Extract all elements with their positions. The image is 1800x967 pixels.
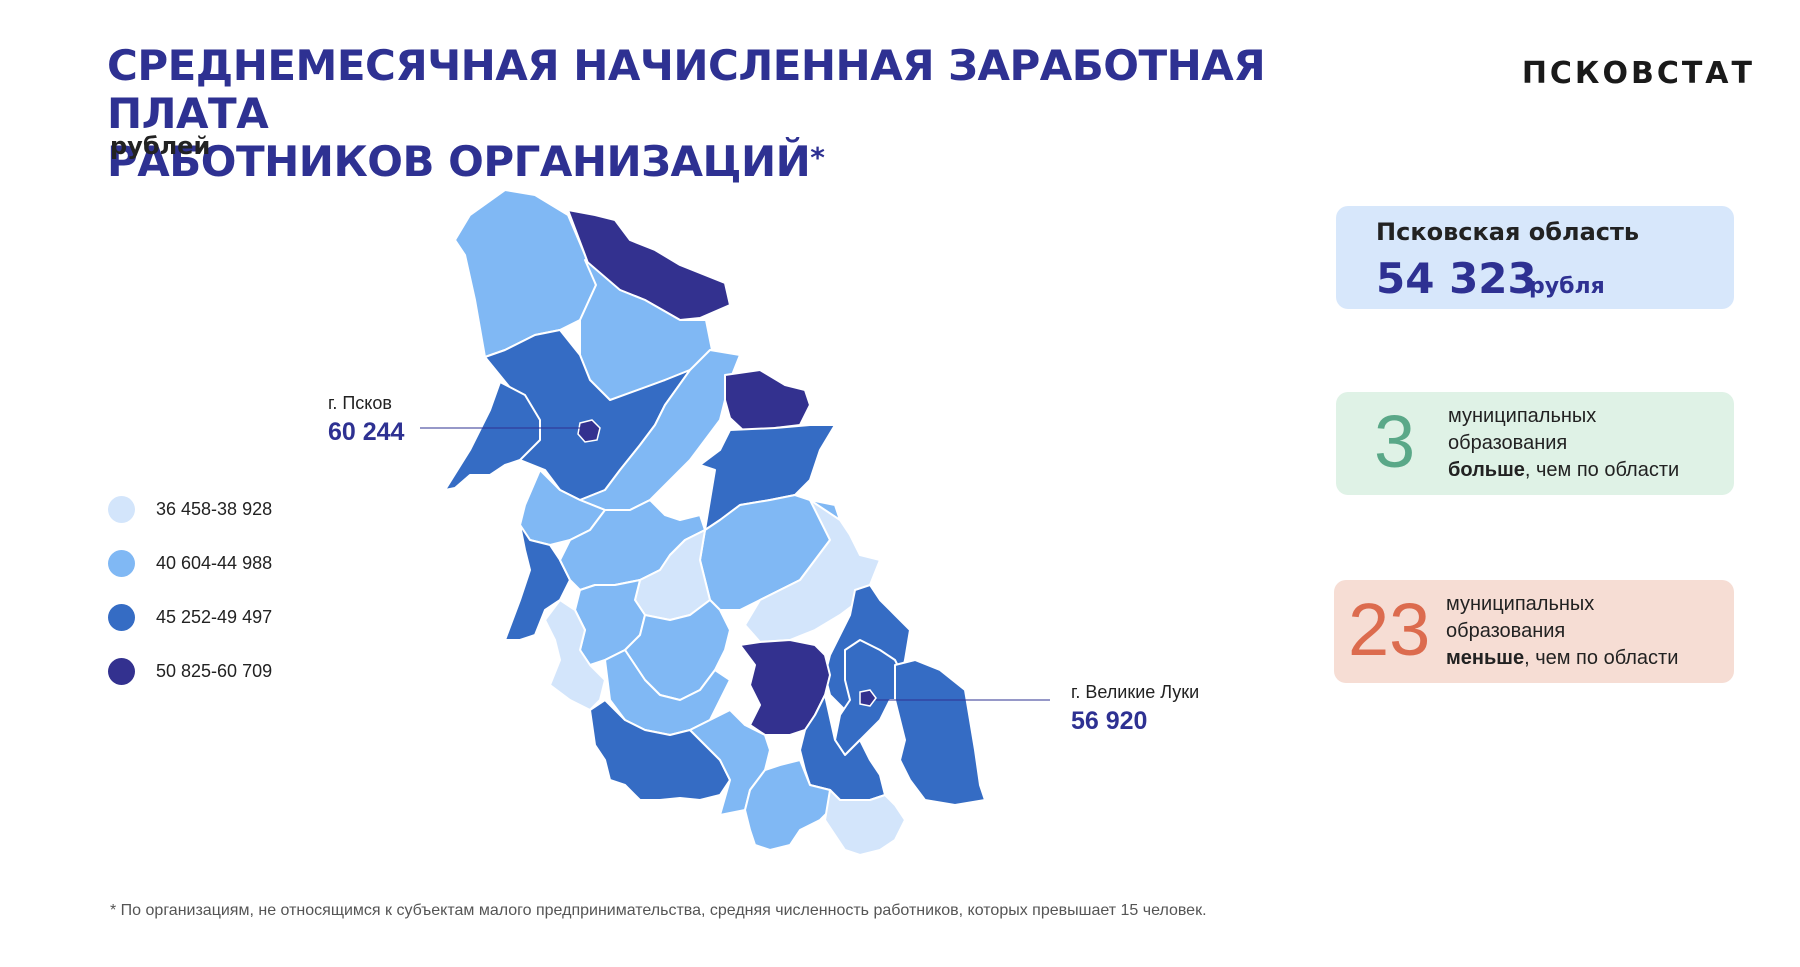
district-dno[interactable]	[744, 499, 881, 643]
callout-pskov-name: г. Псков	[328, 393, 392, 413]
more-line-1: муниципальных	[1448, 405, 1597, 427]
less-than-region-card: 23 муниципальных образования меньше, чем…	[1334, 580, 1734, 683]
district-krasnogorodsk[interactable]	[544, 599, 606, 711]
legend-swatch	[108, 657, 135, 685]
title-line-1: СРЕДНЕМЕСЯЧНАЯ НАЧИСЛЕННАЯ ЗАРАБОТНАЯ ПЛ…	[107, 41, 1266, 138]
legend-label: 40 604-44 988	[156, 552, 273, 573]
region-average-card: Псковская область 54 323 рубля	[1336, 206, 1734, 309]
page-title: СРЕДНЕМЕСЯЧНАЯ НАЧИСЛЕННАЯ ЗАРАБОТНАЯ ПЛ…	[107, 42, 1357, 186]
legend-label: 36 458-38 928	[156, 498, 273, 519]
more-count: 3	[1374, 400, 1416, 483]
legend-label: 50 825-60 709	[156, 660, 273, 681]
callout-pskov: г. Псков 60 244	[328, 393, 404, 447]
callout-velikie-luki-name: г. Великие Луки	[1071, 682, 1200, 702]
less-line-3: меньше, чем по области	[1446, 645, 1678, 672]
more-line-2: образования	[1448, 432, 1568, 454]
legend-item: 45 252-49 497	[108, 603, 272, 631]
callout-velikie-luki-value: 56 920	[1071, 707, 1148, 735]
callout-velikie-luki: г. Великие Луки 56 920	[1071, 682, 1199, 736]
less-rest: , чем по области	[1524, 647, 1679, 669]
city-velikie-luki[interactable]	[859, 689, 877, 707]
legend-item: 40 604-44 988	[108, 549, 272, 577]
map-legend: 36 458-38 928 40 604-44 988 45 252-49 49…	[108, 495, 272, 711]
brand-logo: ПСКОВСТАТ	[1521, 56, 1755, 91]
district-kholm-east[interactable]	[894, 659, 986, 806]
more-emphasis: больше	[1448, 459, 1525, 481]
district-izborsk[interactable]	[504, 524, 571, 641]
more-description: муниципальных образования больше, чем по…	[1448, 403, 1679, 484]
unit-label: рублей	[110, 132, 211, 160]
less-line-1: муниципальных	[1446, 593, 1595, 615]
legend-item: 36 458-38 928	[108, 495, 272, 523]
city-pskov[interactable]	[577, 419, 601, 443]
legend-label: 45 252-49 497	[156, 606, 273, 627]
callout-pskov-value: 60 244	[328, 418, 405, 446]
less-line-2: образования	[1446, 620, 1566, 642]
title-line-2-text: РАБОТНИКОВ ОРГАНИЗАЦИЙ	[107, 137, 811, 186]
legend-item: 50 825-60 709	[108, 657, 272, 685]
legend-swatch	[108, 603, 135, 631]
region-currency: рубля	[1529, 274, 1605, 299]
less-count: 23	[1348, 588, 1431, 671]
region-name: Псковская область	[1376, 218, 1640, 246]
legend-swatch	[108, 549, 135, 577]
district-usvyaty[interactable]	[824, 789, 906, 856]
less-description: муниципальных образования меньше, чем по…	[1446, 591, 1678, 672]
less-emphasis: меньше	[1446, 647, 1525, 669]
district-dedovichi[interactable]	[724, 369, 811, 433]
legend-swatch	[108, 495, 135, 523]
title-line-2: РАБОТНИКОВ ОРГАНИЗАЦИЙ*	[107, 138, 1357, 186]
title-footnote-mark: *	[810, 141, 825, 174]
more-rest: , чем по области	[1524, 459, 1680, 481]
footnote: * По организациям, не относящимся к субъ…	[110, 902, 1207, 919]
more-line-3: больше, чем по области	[1448, 457, 1679, 484]
region-average-value: 54 323	[1376, 254, 1537, 303]
more-than-region-card: 3 муниципальных образования больше, чем …	[1336, 392, 1734, 495]
district-pechory[interactable]	[444, 381, 541, 491]
district-sebezh[interactable]	[589, 699, 731, 801]
